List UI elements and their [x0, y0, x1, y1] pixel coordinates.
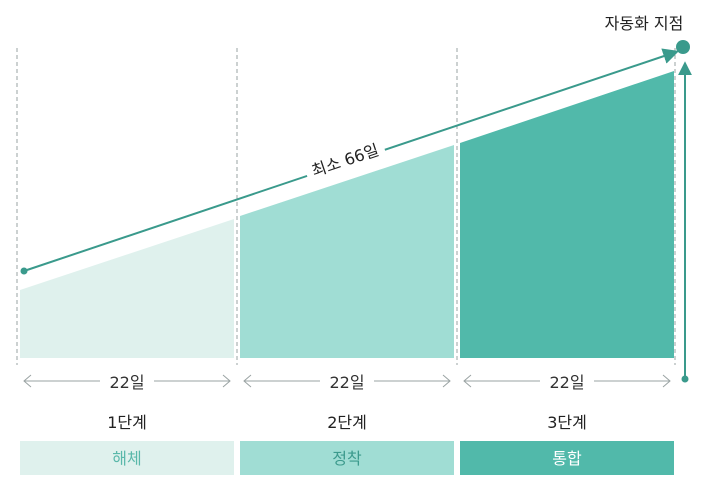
stage-name: 해체 — [112, 449, 141, 468]
vertical-arrow-dot — [681, 375, 689, 383]
stage-1-area — [20, 219, 234, 358]
duration-label: 22일 — [109, 373, 144, 392]
duration-label: 22일 — [329, 373, 364, 392]
duration-1 — [23, 374, 231, 388]
duration-label: 22일 — [549, 373, 584, 392]
stage-3-box — [460, 441, 674, 475]
endpoint-label: 자동화 지점 — [605, 14, 684, 33]
step-label: 2단계 — [327, 413, 367, 432]
stage-2-box — [240, 441, 454, 475]
step-label: 3단계 — [547, 413, 587, 432]
stage-2-area — [240, 145, 454, 358]
duration-2 — [243, 374, 451, 388]
duration-3 — [463, 374, 671, 388]
endpoint-dot — [676, 40, 690, 54]
stage-name: 정착 — [332, 449, 362, 468]
stage-name: 통합 — [552, 449, 582, 468]
stage-1-box — [20, 441, 234, 475]
arrow-start-dot — [20, 267, 28, 275]
stage-3-area — [460, 71, 674, 358]
step-label: 1단계 — [107, 413, 147, 432]
